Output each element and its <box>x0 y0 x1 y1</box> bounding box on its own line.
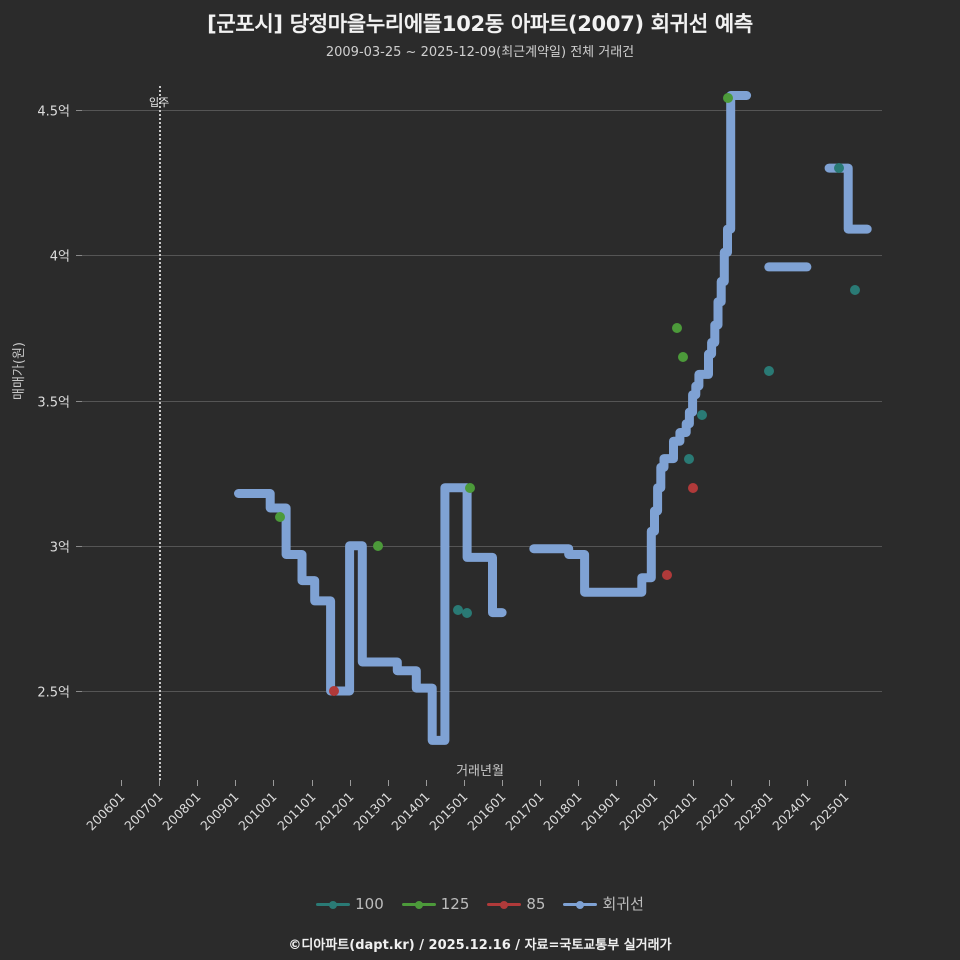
y-tick-mark <box>76 545 82 547</box>
scatter-point-85 <box>687 482 698 493</box>
y-tick-mark <box>76 110 82 111</box>
scatter-point-100 <box>462 607 473 618</box>
page-subtitle: 2009-03-25 ~ 2025-12-09(최근계약일) 전체 거래건 <box>325 45 635 60</box>
legend-label: 회귀선 <box>602 895 644 913</box>
y-tick-label: 4억 <box>49 249 70 265</box>
scatter-point-100 <box>763 366 774 377</box>
scatter-point-85 <box>662 569 673 580</box>
legend-item-100[interactable]: 100 <box>316 895 384 913</box>
y-tick-label: 3억 <box>49 540 70 556</box>
legend-swatch-icon <box>316 898 351 910</box>
x-axis-title: 거래년월 <box>456 764 504 779</box>
x-tick-mark <box>768 780 770 786</box>
scatter-point-100 <box>849 285 860 296</box>
legend-swatch-icon <box>401 898 436 910</box>
y-tick-label: 3.5억 <box>37 395 70 410</box>
scatter-point-100 <box>684 453 695 464</box>
legend-swatch-icon <box>563 898 598 910</box>
y-tick-label: 4.5억 <box>37 104 70 120</box>
scatter-point-125 <box>678 351 689 362</box>
y-tick-mark <box>76 691 82 692</box>
x-tick-mark <box>654 780 656 786</box>
x-tick-mark <box>502 780 504 786</box>
x-tick-mark <box>806 780 808 786</box>
x-tick-mark <box>349 780 351 786</box>
page-title: [군포시] 당정마을누리에뜰102동 아파트(2007) 회귀선 예측 <box>207 12 753 36</box>
x-tick-mark <box>425 780 427 786</box>
x-tick-mark <box>540 780 542 786</box>
x-tick-mark <box>616 780 618 786</box>
chart-plot-area: 2.5억 3억 3.5억 4억 4.5억 200601 200701 200801 20090… <box>37 86 882 833</box>
x-tick-mark <box>730 780 732 786</box>
y-tick-mark <box>76 400 82 402</box>
x-tick-mark <box>235 780 237 786</box>
x-tick-mark <box>578 780 580 786</box>
scatter-point-125 <box>671 322 682 333</box>
regression-segment <box>824 163 872 234</box>
legend-swatch-icon <box>487 898 522 910</box>
legend-label: 100 <box>355 894 384 913</box>
legend-label: 85 <box>526 894 546 913</box>
chart-legend: 100 125 85 회귀선 <box>0 893 960 914</box>
regression-line-svg <box>234 91 872 745</box>
x-tick-mark <box>387 780 389 786</box>
scatter-point-125 <box>722 93 733 104</box>
x-tick-mark <box>463 780 465 786</box>
y-tick-label: 2.5억 <box>37 685 70 701</box>
regression-segment <box>529 91 752 597</box>
regression-segment <box>234 483 507 745</box>
legend-label: 125 <box>440 894 470 913</box>
x-tick-mark <box>273 780 275 786</box>
scatter-point-85 <box>328 686 339 696</box>
legend-item-회귀선[interactable]: 회귀선 <box>563 893 644 914</box>
gridline <box>82 110 882 111</box>
x-tick-mark <box>197 780 199 786</box>
gridline <box>82 545 882 547</box>
legend-item-125[interactable]: 125 <box>401 894 470 913</box>
x-tick-mark <box>692 780 694 786</box>
y-tick-mark <box>76 255 82 257</box>
scatter-point-125 <box>465 482 476 493</box>
scatter-point-125 <box>373 540 384 551</box>
x-tick-mark <box>845 780 846 786</box>
x-tick-mark <box>311 780 313 786</box>
x-tick-mark <box>159 780 161 786</box>
scatter-point-100 <box>833 163 844 174</box>
move-in-dotted-line <box>159 86 162 780</box>
scatter-point-125 <box>274 511 285 522</box>
move-in-label: 입주 <box>148 96 170 109</box>
gridline <box>82 255 882 257</box>
gridline <box>82 400 882 402</box>
scatter-point-100 <box>452 604 463 615</box>
y-axis-title: 매매가(원) <box>12 342 27 400</box>
x-tick-mark <box>121 780 122 786</box>
footer-credit: ©디아파트(dapt.kr) / 2025.12.16 / 자료=국토교통부 실… <box>288 938 672 953</box>
gridline <box>82 691 882 692</box>
scatter-point-100 <box>697 410 708 421</box>
legend-item-85[interactable]: 85 <box>487 895 545 913</box>
